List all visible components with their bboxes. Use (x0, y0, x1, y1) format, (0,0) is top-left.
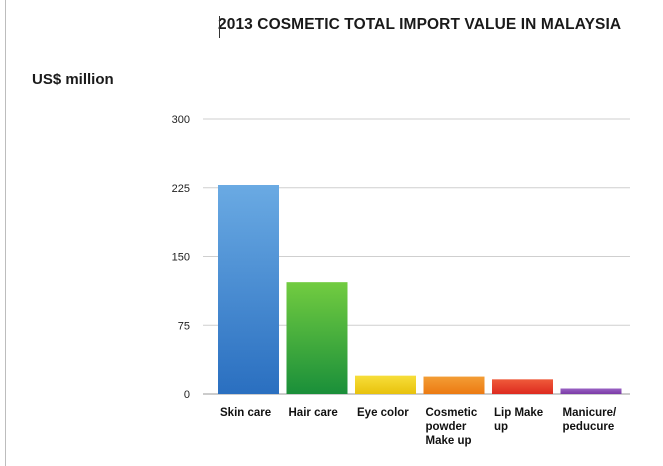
x-category-label: Eye color (357, 407, 409, 419)
x-category-label: Cosmetic (426, 407, 478, 419)
left-border (5, 0, 6, 466)
x-axis-labels: Skin care Hair care Eye color Cosmetic powde… (220, 407, 617, 447)
bars (218, 185, 622, 394)
x-category-label: up (494, 421, 508, 433)
x-category-label: Lip Make (494, 407, 543, 419)
text-cursor (219, 16, 220, 38)
y-tick-label: 75 (178, 320, 190, 332)
y-tick-label: 0 (184, 389, 190, 401)
x-category-label: Hair care (289, 407, 338, 419)
y-tick-label: 150 (172, 252, 190, 264)
x-category-label: Manicure/ (563, 407, 617, 419)
bar (286, 282, 348, 394)
y-tick-label: 225 (172, 183, 190, 195)
x-category-label: peducure (563, 421, 615, 433)
x-category-label: Make up (426, 435, 472, 447)
bar (218, 185, 279, 394)
y-axis-unit-label: US$ million (32, 71, 114, 88)
y-axis-ticks: 0 75 150 225 300 (172, 114, 190, 401)
y-tick-label: 300 (172, 114, 190, 126)
bar (560, 388, 622, 394)
chart-title: 2013 COSMETIC TOTAL IMPORT VALUE IN MALA… (218, 16, 622, 33)
bar (423, 376, 485, 394)
x-category-label: powder (426, 421, 467, 433)
bar (492, 379, 553, 394)
x-category-label: Skin care (220, 407, 271, 419)
bar (355, 375, 416, 394)
